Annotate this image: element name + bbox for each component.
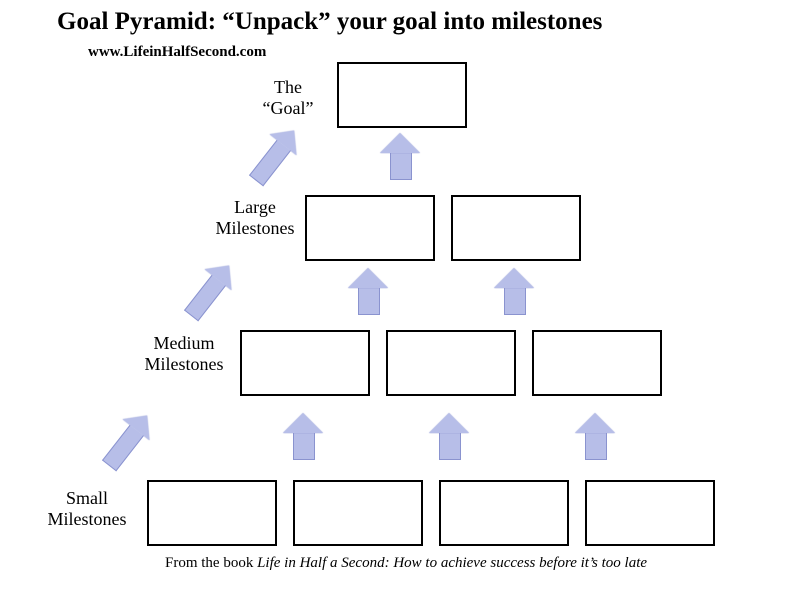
label-medium: Medium Milestones — [129, 333, 239, 374]
box-large-1 — [451, 195, 581, 261]
label-large-line2: Milestones — [216, 218, 295, 238]
label-medium-line2: Milestones — [145, 354, 224, 374]
label-small-line2: Milestones — [48, 509, 127, 529]
up-arrow-2-shaft — [504, 288, 526, 315]
box-medium-2 — [532, 330, 662, 396]
footer-prefix: From the book — [165, 555, 257, 571]
up-arrow-3-head — [283, 413, 323, 433]
title-rest: : “Unpack” your goal into milestones — [208, 8, 603, 35]
up-arrow-4-shaft — [439, 433, 461, 460]
label-large-line1: Large — [234, 197, 276, 217]
label-small-line1: Small — [66, 488, 108, 508]
box-small-2 — [439, 480, 569, 546]
box-small-1 — [293, 480, 423, 546]
box-medium-0 — [240, 330, 370, 396]
up-arrow-4-head — [429, 413, 469, 433]
up-arrow-0-shaft — [390, 153, 412, 180]
label-small: Small Milestones — [32, 488, 142, 529]
box-small-3 — [585, 480, 715, 546]
up-arrow-5-shaft — [585, 433, 607, 460]
box-large-0 — [305, 195, 435, 261]
up-arrow-1-head — [348, 268, 388, 288]
diag-arrow-0 — [243, 120, 308, 190]
title-bold: Goal Pyramid — [57, 8, 208, 35]
label-goal-line2: “Goal” — [263, 98, 314, 118]
box-medium-1 — [386, 330, 516, 396]
diag-arrow-2 — [96, 405, 161, 475]
diag-arrow-2-shaft — [102, 425, 144, 472]
diag-arrow-1 — [178, 255, 243, 325]
source-url: www.LifeinHalfSecond.com — [88, 44, 266, 61]
footer-credit: From the book Life in Half a Second: How… — [165, 555, 647, 572]
page-title: Goal Pyramid: “Unpack” your goal into mi… — [57, 8, 602, 36]
label-goal: The “Goal” — [248, 77, 328, 118]
up-arrow-2-head — [494, 268, 534, 288]
diag-arrow-0-shaft — [249, 140, 291, 187]
diag-arrow-1-shaft — [184, 275, 226, 322]
up-arrow-3-shaft — [293, 433, 315, 460]
label-medium-line1: Medium — [154, 333, 215, 353]
box-goal-0 — [337, 62, 467, 128]
label-large: Large Milestones — [200, 197, 310, 238]
footer-italic: Life in Half a Second: How to achieve su… — [257, 555, 647, 571]
box-small-0 — [147, 480, 277, 546]
up-arrow-5-head — [575, 413, 615, 433]
up-arrow-1-shaft — [358, 288, 380, 315]
label-goal-line1: The — [274, 77, 302, 97]
up-arrow-0-head — [380, 133, 420, 153]
